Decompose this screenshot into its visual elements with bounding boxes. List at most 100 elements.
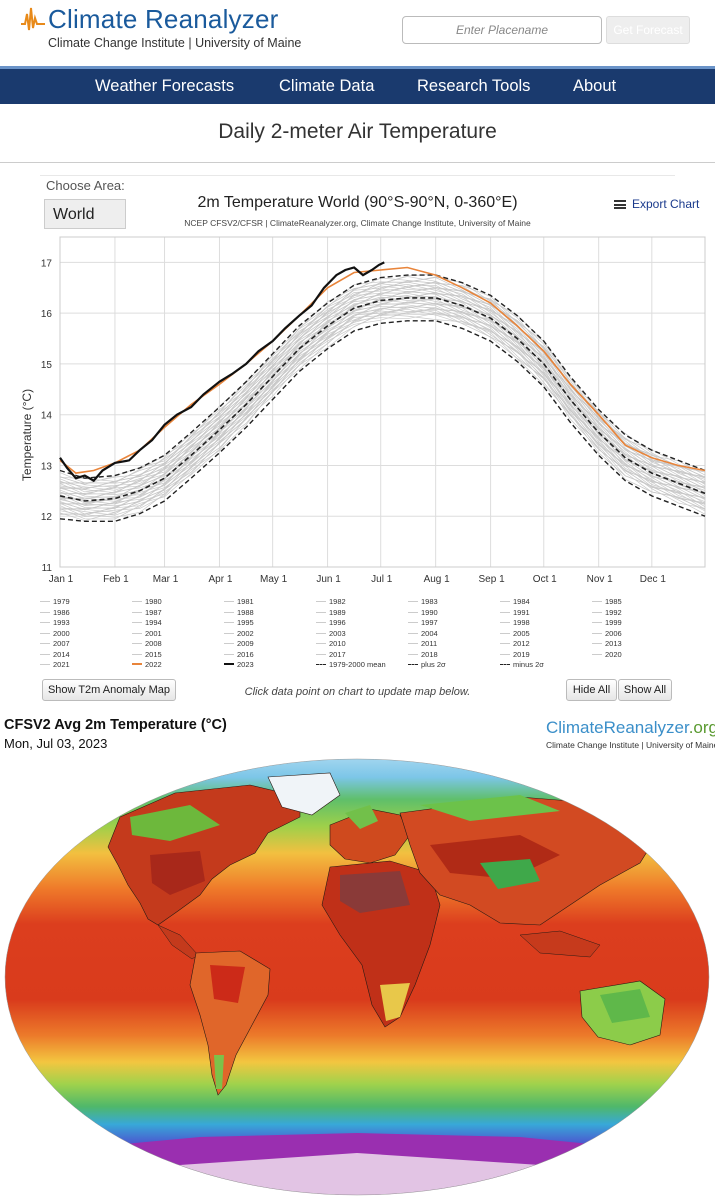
legend-label: 1980	[145, 597, 162, 606]
legend-item[interactable]: 1996	[316, 618, 346, 627]
y-tick-label: 16	[41, 309, 53, 320]
legend-item[interactable]: 2000	[40, 629, 70, 638]
nav-about[interactable]: About	[573, 77, 617, 95]
legend-item[interactable]: 1990	[408, 608, 438, 617]
temperature-line-chart[interactable]: 11 12 13 14 15 16 17 Jan 1 Feb 1 Mar 1 Apr 1 May 1…	[0, 235, 715, 595]
chart-x-ticks: Jan 1 Feb 1 Mar 1 Apr 1 May 1 Jun 1 Jul 1 Aug 1…	[49, 574, 667, 585]
legend-item[interactable]: 1985	[592, 597, 622, 606]
legend-label: 2007	[53, 639, 70, 648]
y-tick-label: 15	[41, 360, 53, 371]
legend-item[interactable]: 1984	[500, 597, 530, 606]
legend-item[interactable]: 2022	[132, 660, 162, 669]
background-year-line	[59, 302, 706, 509]
legend-label: 1989	[329, 607, 346, 617]
legend-item[interactable]: 2017	[316, 650, 346, 659]
legend-swatch	[500, 611, 510, 613]
legend-item[interactable]: 2002	[224, 629, 254, 638]
legend-item[interactable]: 1979-2000 mean	[316, 660, 386, 669]
legend-item[interactable]: plus 2σ	[408, 660, 446, 669]
export-chart-button[interactable]: Export Chart	[614, 197, 699, 211]
legend-item[interactable]: 2016	[224, 650, 254, 659]
nav-climate-data[interactable]: Climate Data	[279, 77, 375, 95]
legend-item[interactable]: 2009	[224, 639, 254, 648]
x-tick-label: Aug 1	[424, 574, 451, 585]
legend-item[interactable]: 2021	[40, 660, 70, 669]
legend-label: 2010	[329, 639, 346, 648]
x-tick-label: Nov 1	[587, 574, 614, 585]
legend-item[interactable]: 1979	[40, 597, 70, 606]
legend-item[interactable]: 1999	[592, 618, 622, 627]
legend-swatch	[408, 622, 418, 623]
legend-swatch	[316, 664, 326, 665]
legend-item[interactable]: 2012	[500, 639, 530, 648]
legend-item[interactable]: 2023	[224, 660, 254, 669]
nav-weather-forecasts[interactable]: Weather Forecasts	[95, 77, 235, 95]
y-tick-label: 11	[42, 563, 53, 574]
placename-input[interactable]	[402, 16, 602, 44]
choose-area-label: Choose Area:	[46, 178, 125, 193]
legend-swatch	[592, 622, 602, 623]
chart-hint-text: Click data point on chart to update map …	[244, 686, 471, 698]
scandinavia-region	[345, 805, 378, 829]
plot-border	[59, 236, 706, 568]
legend-item[interactable]: 1994	[132, 618, 162, 627]
legend-item[interactable]: 1986	[40, 608, 70, 617]
legend-label: 2002	[237, 628, 254, 638]
legend-item[interactable]: 2010	[316, 639, 346, 648]
get-forecast-button[interactable]: Get Forecast	[606, 16, 690, 44]
legend-item[interactable]: 2019	[500, 650, 530, 659]
legend-item[interactable]: 2014	[40, 650, 70, 659]
legend-item[interactable]: 1997	[408, 618, 438, 627]
legend-item[interactable]: 1983	[408, 597, 438, 606]
x-tick-label: Mar 1	[153, 574, 179, 585]
legend-item[interactable]: 1993	[40, 618, 70, 627]
legend-item[interactable]: 1981	[224, 597, 254, 606]
legend-item[interactable]: 2013	[592, 639, 622, 648]
nav-research-tools[interactable]: Research Tools	[417, 77, 531, 95]
legend-item[interactable]: minus 2σ	[500, 660, 544, 669]
legend-item[interactable]: 2005	[500, 629, 530, 638]
legend-item[interactable]: 2015	[132, 650, 162, 659]
legend-swatch	[40, 653, 50, 655]
legend-label: 1999	[605, 618, 622, 627]
legend-item[interactable]: 2003	[316, 629, 346, 638]
legend-label: 2009	[237, 639, 254, 648]
legend-item[interactable]: 2006	[592, 629, 622, 638]
temperature-world-map[interactable]	[0, 755, 715, 1200]
background-year-line	[59, 281, 706, 484]
legend-label: 1994	[145, 618, 162, 627]
show-all-button[interactable]: Show All	[618, 679, 672, 701]
legend-label: 1997	[421, 618, 438, 627]
legend-label: 1993	[53, 618, 70, 627]
chart-series[interactable]	[59, 261, 706, 522]
background-year-line	[59, 296, 706, 506]
legend-item[interactable]: 2011	[408, 639, 437, 648]
chart-title: 2m Temperature World (90°S-90°N, 0-360°E…	[197, 194, 518, 211]
area-select[interactable]: World	[44, 199, 126, 229]
legend-label: 2017	[329, 649, 346, 659]
site-logo-title[interactable]: Climate Reanalyzer	[48, 4, 279, 34]
legend-item[interactable]: 1995	[224, 618, 254, 627]
legend-item[interactable]: 2004	[408, 629, 438, 638]
greenland-ice	[267, 772, 341, 816]
legend-item[interactable]: 2008	[132, 639, 162, 648]
background-year-line	[59, 286, 706, 495]
legend-item[interactable]: 1982	[316, 597, 346, 606]
legend-item[interactable]: 1987	[132, 608, 162, 617]
export-chart-label: Export Chart	[632, 197, 700, 211]
legend-item[interactable]: 1998	[500, 618, 530, 627]
legend-label: 2022	[145, 660, 162, 669]
legend-item[interactable]: 1991	[500, 608, 530, 617]
legend-item[interactable]: 1980	[132, 597, 162, 606]
legend-item[interactable]: 2020	[592, 650, 622, 659]
hide-all-button[interactable]: Hide All	[566, 679, 617, 701]
legend-item[interactable]: 2018	[408, 650, 438, 659]
show-anomaly-map-button[interactable]: Show T2m Anomaly Map	[42, 679, 176, 701]
legend-item[interactable]: 2007	[40, 639, 70, 648]
legend-item[interactable]: 2001	[132, 629, 162, 638]
legend-item[interactable]: 1992	[592, 608, 622, 617]
legend-item[interactable]: 1988	[224, 608, 254, 617]
legend-swatch	[408, 643, 418, 644]
legend-item[interactable]: 1989	[316, 608, 346, 617]
site-logo-subtitle: Climate Change Institute | University of…	[48, 36, 302, 50]
